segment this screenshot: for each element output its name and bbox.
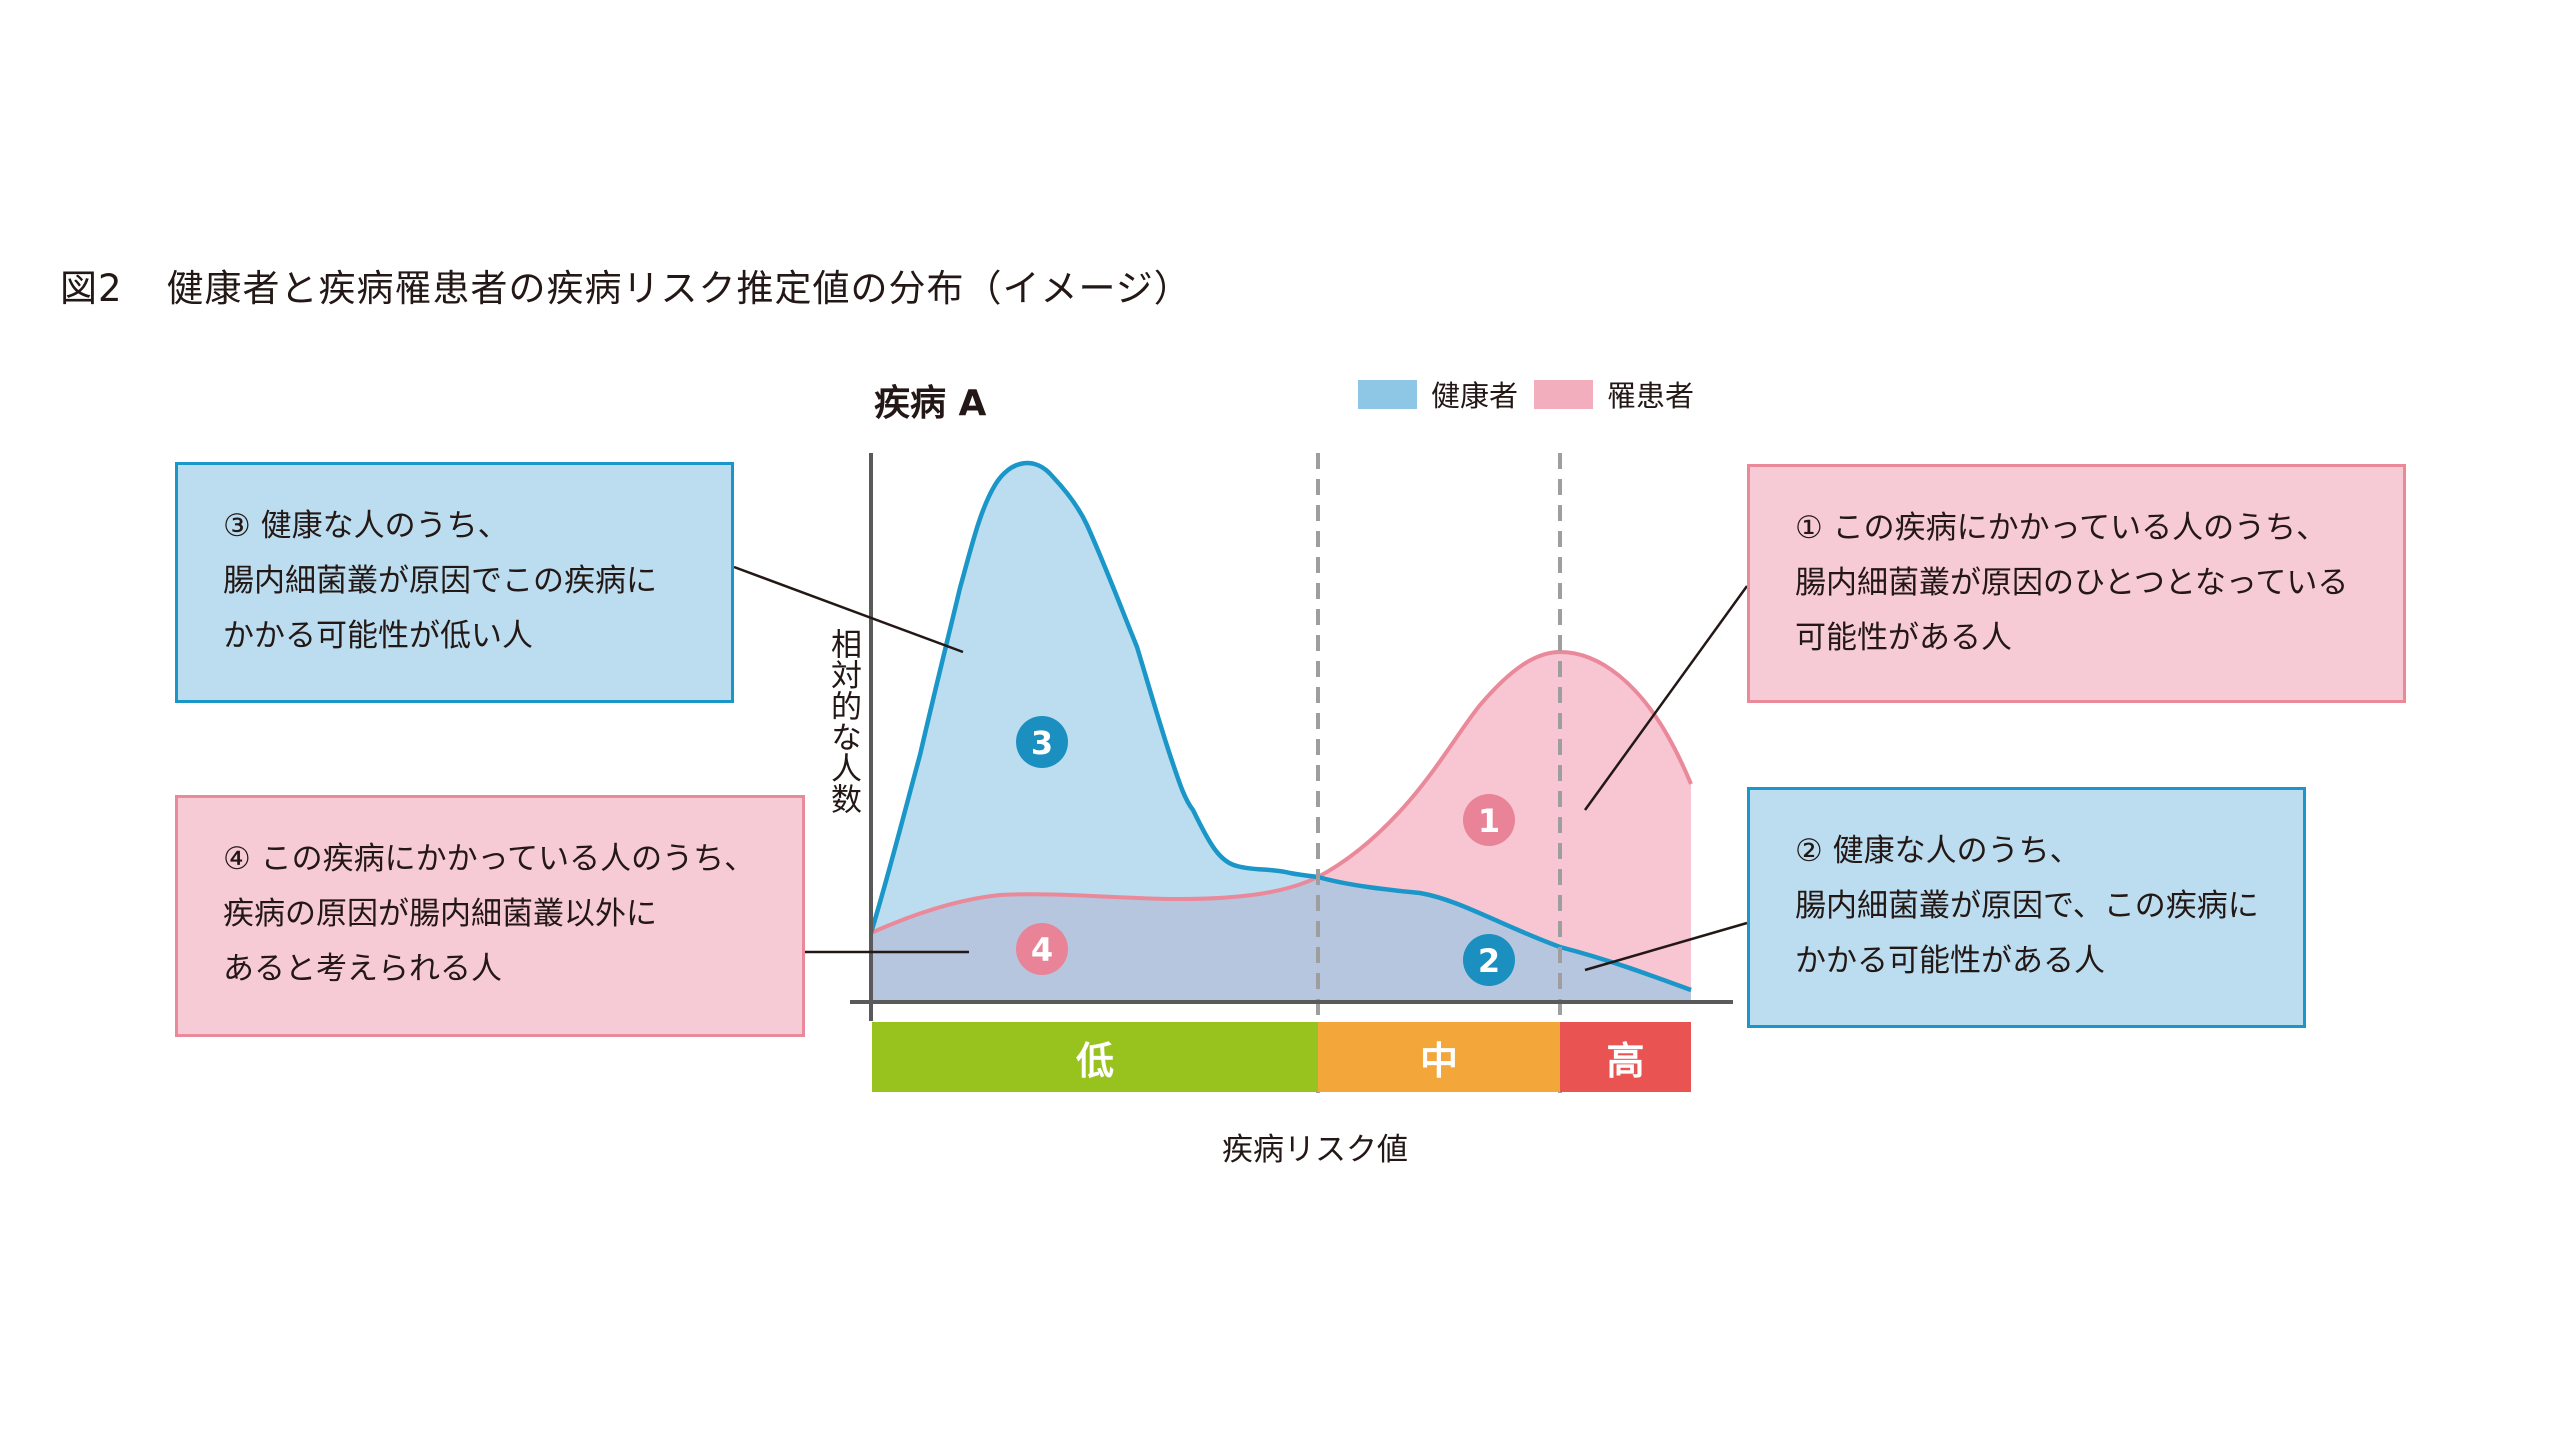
callout-2: ② 健康な人のうち、 腸内細菌叢が原因で、この疾病に かかる可能性がある人 [1747, 787, 2306, 1028]
figure-number: 図2 [60, 267, 123, 310]
callout-1-line-3: 可能性がある人 [1795, 620, 2012, 656]
badge-2: 2 [1463, 934, 1515, 986]
callout-3-line-1: ③ 健康な人のうち、 [223, 508, 509, 544]
legend-label-patient: 罹患者 [1607, 379, 1695, 413]
callout-4-line-2: 疾病の原因が腸内細菌叢以外に [223, 896, 657, 932]
svg-text:1: 1 [1478, 802, 1500, 840]
leader-line-3 [733, 565, 964, 654]
figure-title: 図2 健康者と疾病罹患者の疾病リスク推定値の分布（イメージ） [60, 258, 1192, 312]
legend-swatch-patient [1534, 379, 1594, 409]
badge-1: 1 [1463, 794, 1515, 846]
callout-1-line-1: ① この疾病にかかっている人のうち、 [1795, 510, 2328, 546]
legend-label-healthy: 健康者 [1431, 379, 1519, 413]
callout-4: ④ この疾病にかかっている人のうち、 疾病の原因が腸内細菌叢以外に あると考えら… [175, 795, 805, 1037]
svg-text:2: 2 [1478, 942, 1500, 980]
badge-3: 3 [1016, 716, 1068, 768]
risk-band-mid-label: 中 [1419, 1038, 1458, 1083]
badge-4: 4 [1016, 923, 1068, 975]
callout-4-line-1: ④ この疾病にかかっている人のうち、 [223, 841, 756, 877]
figure-title-text: 健康者と疾病罹患者の疾病リスク推定値の分布（イメージ） [166, 267, 1192, 310]
callout-2-line-3: かかる可能性がある人 [1795, 943, 2105, 979]
risk-band-high: 高 [1560, 1022, 1691, 1092]
callout-1-line-2: 腸内細菌叢が原因のひとつとなっている [1795, 565, 2349, 601]
callout-2-line-2: 腸内細菌叢が原因で、この疾病に [1795, 888, 2259, 924]
risk-band-low-label: 低 [1075, 1038, 1114, 1083]
x-axis-label: 疾病リスク値 [1222, 1132, 1408, 1168]
healthy-curve [868, 460, 1692, 993]
risk-band-mid: 中 [1318, 1022, 1560, 1092]
legend: 健康者 罹患者 [1358, 373, 1710, 415]
callout-2-line-1: ② 健康な人のうち、 [1795, 833, 2081, 869]
callout-3-line-3: かかる可能性が低い人 [223, 618, 533, 654]
healthy-area [871, 463, 1691, 1003]
callout-4-line-3: あると考えられる人 [223, 951, 502, 987]
legend-swatch-healthy [1358, 379, 1417, 409]
leader-line-2 [1584, 921, 1748, 972]
y-axis-label-text: 相対的な人数 [825, 628, 861, 814]
leader-line-1 [1583, 585, 1749, 811]
svg-text:3: 3 [1031, 724, 1053, 762]
callout-3-line-2: 腸内細菌叢が原因でこの疾病に [223, 563, 657, 599]
callout-1: ① この疾病にかかっている人のうち、 腸内細菌叢が原因のひとつとなっている 可能… [1747, 464, 2406, 703]
risk-band-high-label: 高 [1606, 1038, 1645, 1083]
callout-3: ③ 健康な人のうち、 腸内細菌叢が原因でこの疾病に かかる可能性が低い人 [175, 462, 734, 703]
svg-text:4: 4 [1031, 931, 1053, 969]
y-axis-label: 相対的な人数 [825, 628, 861, 821]
risk-band-low: 低 [872, 1022, 1318, 1092]
chart-name: 疾病 A [874, 383, 987, 424]
patient-curve [870, 649, 1693, 935]
